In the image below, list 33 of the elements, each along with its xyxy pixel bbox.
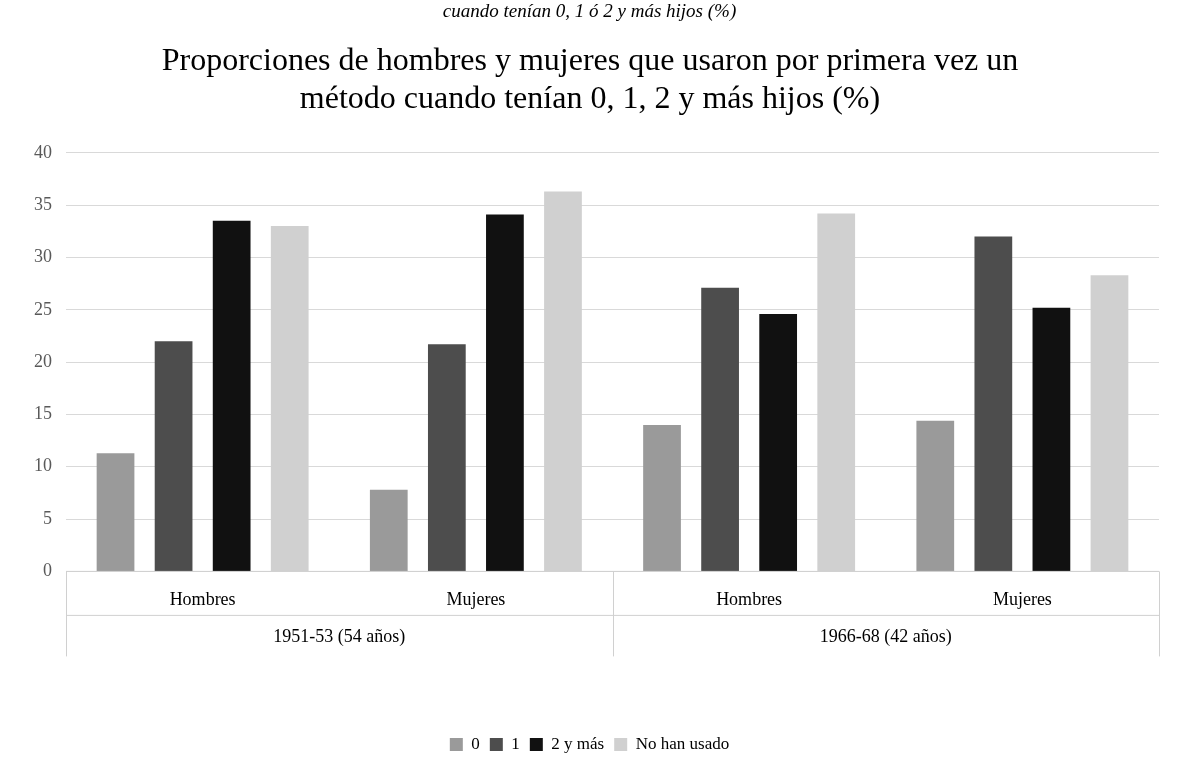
bar (212, 220, 251, 571)
bar (427, 344, 466, 571)
y-tick-label: 25 (34, 298, 52, 319)
x-tick-label: Mujeres (446, 588, 506, 609)
y-tick-label: 5 (43, 507, 52, 528)
legend-label: 2 y más (551, 733, 605, 753)
legend-label: No han usado (635, 733, 730, 753)
y-tick-label: 10 (34, 455, 52, 476)
bar (96, 453, 135, 571)
x-tick-label: Hombres (716, 588, 783, 609)
legend-label: 1 (511, 733, 520, 753)
y-tick-label: 20 (34, 350, 52, 371)
bar (369, 489, 408, 571)
y-tick-label: 15 (34, 403, 52, 424)
bar (486, 214, 524, 571)
bar (1032, 307, 1071, 571)
bar (759, 313, 798, 571)
bar (643, 424, 681, 571)
text: 1951-53 (54 años) (273, 626, 406, 648)
bar (154, 341, 193, 571)
x-tick-label: Mujeres (992, 588, 1052, 609)
x-tick-label: Hombres (169, 588, 236, 609)
y-tick-label: 35 (34, 193, 52, 214)
text: 1966-68 (42 años) (819, 626, 952, 648)
y-tick-label: 40 (34, 141, 52, 162)
legend-label: 0 (471, 733, 480, 753)
bar (701, 287, 739, 571)
chart-title: Proporciones de hombres y mujeres que usaron por primera vez un método cuando tenían 0, 1, 2 y más hijos (%) (160, 40, 1020, 116)
bar (974, 236, 1013, 571)
y-tick-label: 0 (43, 560, 52, 581)
y-tick-label: 30 (34, 246, 52, 267)
bar (916, 420, 955, 571)
chart-subtitle: cuando tenían 0, 1 ó 2 y más hijos (%) (441, 0, 738, 22)
